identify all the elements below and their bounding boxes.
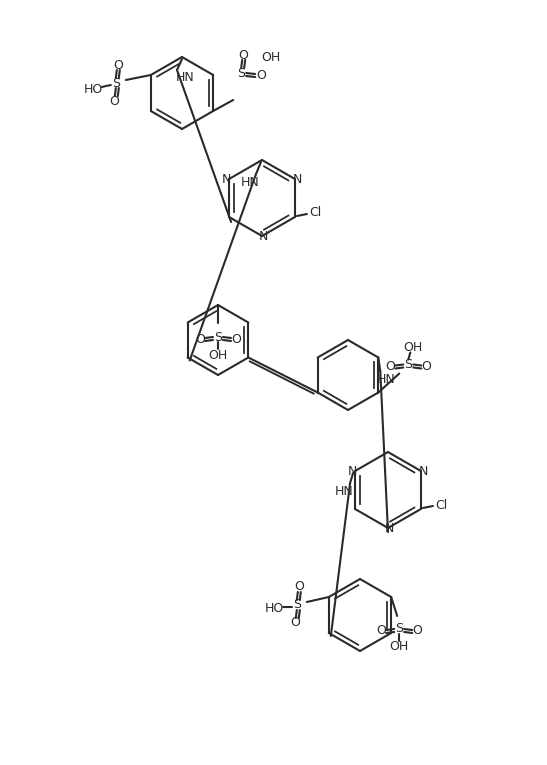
Text: N: N <box>293 172 302 185</box>
Text: O: O <box>412 624 422 637</box>
Text: O: O <box>376 624 386 637</box>
Text: O: O <box>113 58 123 71</box>
Text: N: N <box>258 230 267 243</box>
Text: S: S <box>237 67 245 80</box>
Text: O: O <box>231 333 241 346</box>
Text: OH: OH <box>404 341 423 354</box>
Text: S: S <box>395 623 403 636</box>
Text: O: O <box>109 95 119 108</box>
Text: O: O <box>421 360 431 373</box>
Text: N: N <box>385 522 394 535</box>
Text: O: O <box>238 48 248 61</box>
Text: S: S <box>112 76 120 90</box>
Text: O: O <box>290 617 300 630</box>
Text: O: O <box>294 581 304 594</box>
Text: HO: HO <box>265 601 284 614</box>
Text: S: S <box>214 330 222 343</box>
Text: N: N <box>222 172 231 185</box>
Text: N: N <box>419 464 429 477</box>
Text: Cl: Cl <box>309 206 321 219</box>
Text: O: O <box>386 360 395 373</box>
Text: Cl: Cl <box>435 499 447 512</box>
Text: N: N <box>347 464 357 477</box>
Text: HN: HN <box>176 70 194 83</box>
Text: OH: OH <box>389 640 409 653</box>
Text: OH: OH <box>261 50 281 63</box>
Text: O: O <box>256 69 266 82</box>
Text: HN: HN <box>377 373 395 386</box>
Text: HN: HN <box>241 175 259 188</box>
Text: S: S <box>404 358 412 371</box>
Text: HO: HO <box>84 83 103 96</box>
Text: O: O <box>195 333 205 346</box>
Text: HN: HN <box>335 484 353 497</box>
Text: OH: OH <box>208 349 228 362</box>
Text: S: S <box>293 598 301 611</box>
